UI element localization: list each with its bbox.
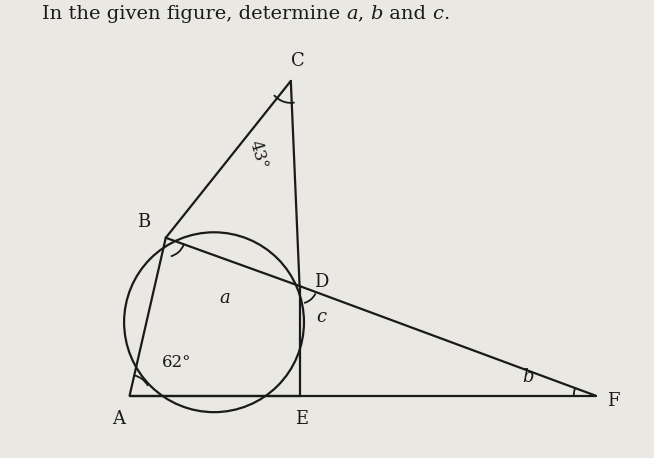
Text: F: F [607, 392, 619, 410]
Text: A: A [112, 410, 125, 428]
Text: C: C [290, 52, 304, 70]
Text: 62°: 62° [162, 354, 192, 371]
Text: B: B [137, 213, 150, 231]
Text: c: c [432, 5, 443, 23]
Text: E: E [295, 410, 308, 428]
Text: a: a [220, 289, 230, 307]
Text: b: b [370, 5, 383, 23]
Text: In the given figure, determine: In the given figure, determine [42, 5, 346, 23]
Text: ,: , [358, 5, 370, 23]
Text: b: b [522, 368, 534, 386]
Text: D: D [314, 273, 328, 291]
Text: a: a [346, 5, 358, 23]
Text: c: c [317, 308, 326, 326]
Text: 43°: 43° [245, 138, 270, 171]
Text: and: and [383, 5, 432, 23]
Text: .: . [443, 5, 449, 23]
